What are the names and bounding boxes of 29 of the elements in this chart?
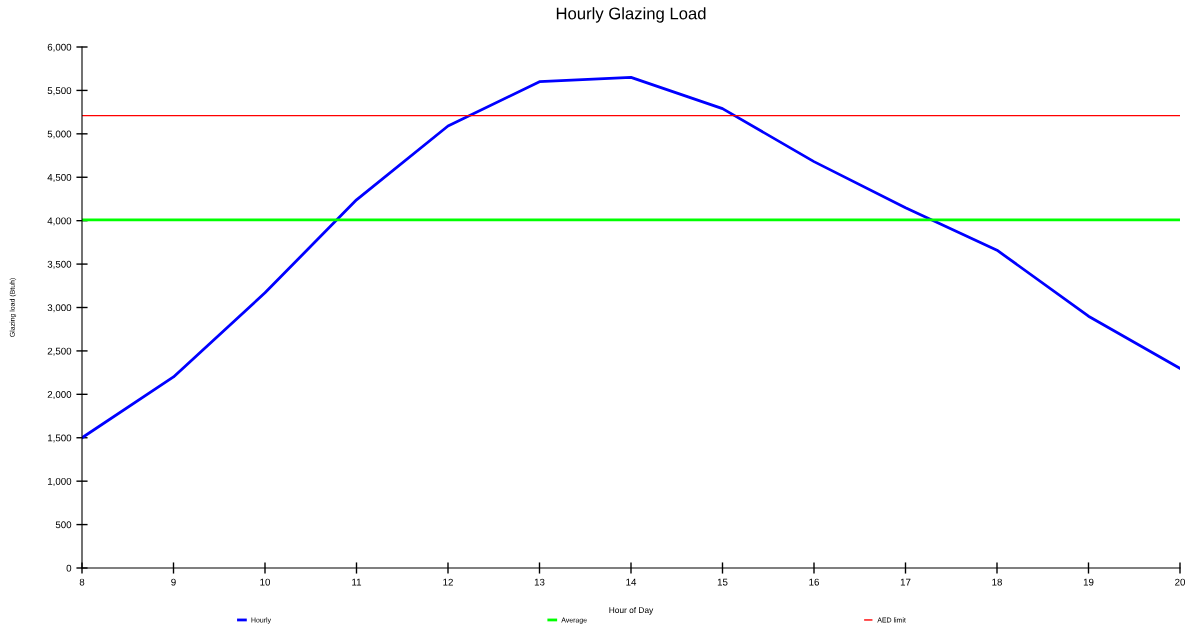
x-tick-label: 19	[1083, 578, 1094, 586]
y-tick-label: 5,500	[47, 87, 72, 96]
y-tick-label: 5,000	[47, 130, 72, 139]
x-tick-label: 12	[443, 578, 453, 586]
x-tick-label: 17	[900, 578, 911, 586]
x-tick-label: 9	[171, 578, 176, 586]
chart-title: Hourly Glazing Load	[556, 7, 706, 23]
line-series	[82, 76, 1180, 440]
x-tick-label: 8	[79, 578, 85, 586]
y-tick-label: 2,000	[47, 391, 72, 400]
y-tick-label: 1,000	[48, 477, 72, 486]
x-tick-label: 10	[260, 578, 271, 586]
y-tick-label: 2,500	[47, 347, 72, 356]
x-tick-label: 15	[717, 578, 728, 586]
y-tick-label: 3,500	[47, 260, 72, 269]
x-axis-title: Hour of Day	[609, 606, 654, 615]
y-tick-label: 0	[66, 564, 72, 572]
x-tick-label: 16	[809, 578, 819, 586]
x-tick-label: 14	[626, 578, 637, 586]
x-tick-label: 11	[352, 578, 362, 586]
y-tick-label: 500	[55, 521, 72, 529]
y-tick-label: 6,000	[47, 43, 72, 52]
x-tick-label: 18	[992, 578, 1002, 586]
y-tick-label: 4,000	[47, 217, 72, 226]
y-tick-label: 3,000	[47, 304, 72, 313]
y-tick-label: 4,500	[47, 173, 72, 183]
y-tick-label: 1,500	[48, 434, 72, 443]
x-tick-label: 13	[534, 578, 545, 586]
x-tick-label: 20	[1175, 578, 1186, 586]
